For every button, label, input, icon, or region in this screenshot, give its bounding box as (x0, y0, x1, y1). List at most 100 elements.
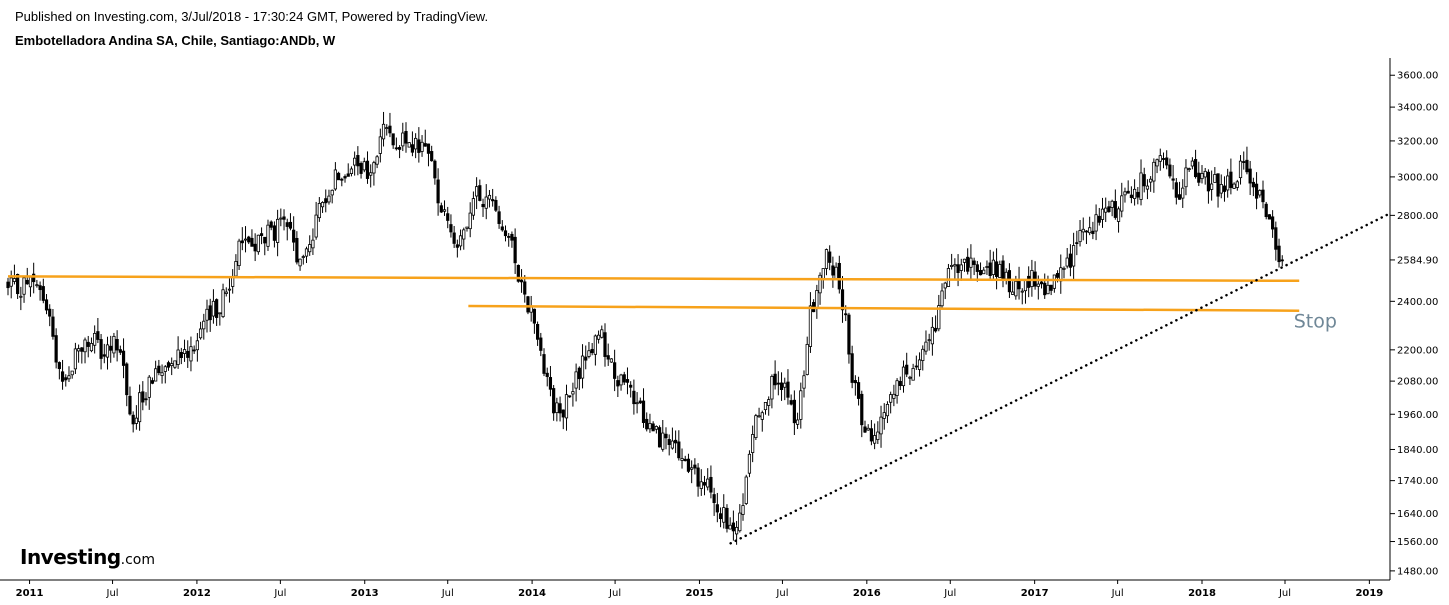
candle-body (1145, 185, 1150, 190)
candle-body (375, 156, 379, 165)
candle-body (1251, 181, 1255, 188)
candle-body (731, 522, 735, 532)
candle-body (994, 261, 999, 277)
candle-body (401, 132, 405, 147)
candle-body (898, 380, 902, 387)
candle-body (340, 178, 344, 181)
candle-body (420, 141, 424, 152)
candle-body (105, 344, 110, 358)
candle-body (99, 339, 103, 359)
candle-body (969, 257, 973, 268)
candle-body (693, 464, 697, 469)
candle-body (150, 380, 155, 384)
y-tick-label: 3400.00 (1397, 103, 1438, 114)
candle-body (179, 352, 183, 358)
candle-body (436, 179, 440, 204)
candle-body (1222, 185, 1227, 192)
candle-body (157, 365, 161, 374)
candle-body (1232, 183, 1236, 189)
candle-body (690, 467, 694, 470)
candle-body (1097, 215, 1101, 223)
candle-body (1197, 172, 1201, 183)
candle-body (439, 205, 443, 213)
candle-body (751, 434, 755, 453)
candle-body (622, 374, 626, 383)
y-tick-label: 2400.00 (1397, 297, 1438, 308)
candle-body (892, 393, 896, 399)
candle-body (674, 439, 678, 444)
candle-body (779, 382, 784, 390)
candle-body (831, 265, 835, 276)
candle-body (535, 324, 540, 340)
candle-body (542, 354, 546, 374)
x-tick-label: 2013 (351, 588, 379, 599)
candle-body (1116, 208, 1121, 222)
published-caption: Published on Investing.com, 3/Jul/2018 -… (15, 9, 489, 24)
y-tick-label: 1740.00 (1397, 476, 1438, 487)
y-tick-label: 3600.00 (1397, 71, 1438, 82)
candle-body (317, 203, 321, 219)
candle-body (699, 481, 703, 489)
candle-body (446, 213, 450, 221)
candle-body (616, 380, 620, 387)
candle-body (298, 258, 302, 267)
candle-body (285, 222, 289, 227)
candle-body (478, 185, 482, 201)
candle-body (359, 163, 363, 174)
candle-body (805, 344, 809, 375)
x-tick-label: Jul (441, 588, 454, 599)
candle-body (1104, 207, 1108, 213)
candle-body (1184, 167, 1188, 188)
x-tick-label: 2012 (183, 588, 211, 599)
candle-body (513, 236, 517, 264)
candle-body (937, 305, 941, 330)
candle-body (1007, 270, 1012, 293)
candle-body (1177, 194, 1182, 200)
candle-body (1030, 270, 1034, 287)
candle-body (985, 266, 989, 268)
candle-body (195, 340, 199, 351)
y-tick-label: 1960.00 (1397, 410, 1438, 421)
candle-body (564, 394, 569, 419)
candle-body (1171, 178, 1175, 181)
candle-body (654, 426, 658, 430)
candle-body (1133, 188, 1137, 199)
x-tick-label: Jul (943, 588, 956, 599)
candle-body (202, 320, 206, 330)
candle-body (552, 388, 556, 414)
candle-body (677, 441, 681, 459)
candle-body (924, 341, 928, 352)
candle-body (661, 432, 665, 450)
candle-body (667, 439, 671, 445)
candle-body (1193, 159, 1198, 178)
y-tick-label: 3200.00 (1397, 136, 1438, 147)
candle-body (192, 349, 196, 352)
candle-body (571, 391, 575, 395)
candle-body (1149, 178, 1153, 183)
candle-body (1075, 242, 1079, 245)
candle-body (6, 281, 10, 289)
candle-body (734, 526, 739, 535)
candle-body (786, 381, 790, 398)
candle-body (1254, 183, 1259, 199)
candle-body (702, 482, 707, 486)
candle-body (914, 365, 918, 368)
x-tick-label: Jul (1278, 588, 1291, 599)
candle-body (850, 353, 854, 383)
candle-body (433, 160, 437, 179)
x-tick-label: 2017 (1021, 588, 1049, 599)
candle-body (962, 258, 967, 263)
candle-body (44, 299, 49, 311)
x-tick-label: Jul (106, 588, 119, 599)
candle-body (346, 173, 350, 177)
candle-body (208, 305, 212, 321)
candle-body (1027, 275, 1031, 288)
candle-body (943, 282, 947, 289)
candle-body (1139, 172, 1143, 200)
logo-text: Investing (20, 545, 121, 569)
candle-body (606, 355, 610, 360)
candle-body (336, 172, 341, 181)
candle-body (128, 395, 132, 415)
candle-body (215, 299, 219, 318)
